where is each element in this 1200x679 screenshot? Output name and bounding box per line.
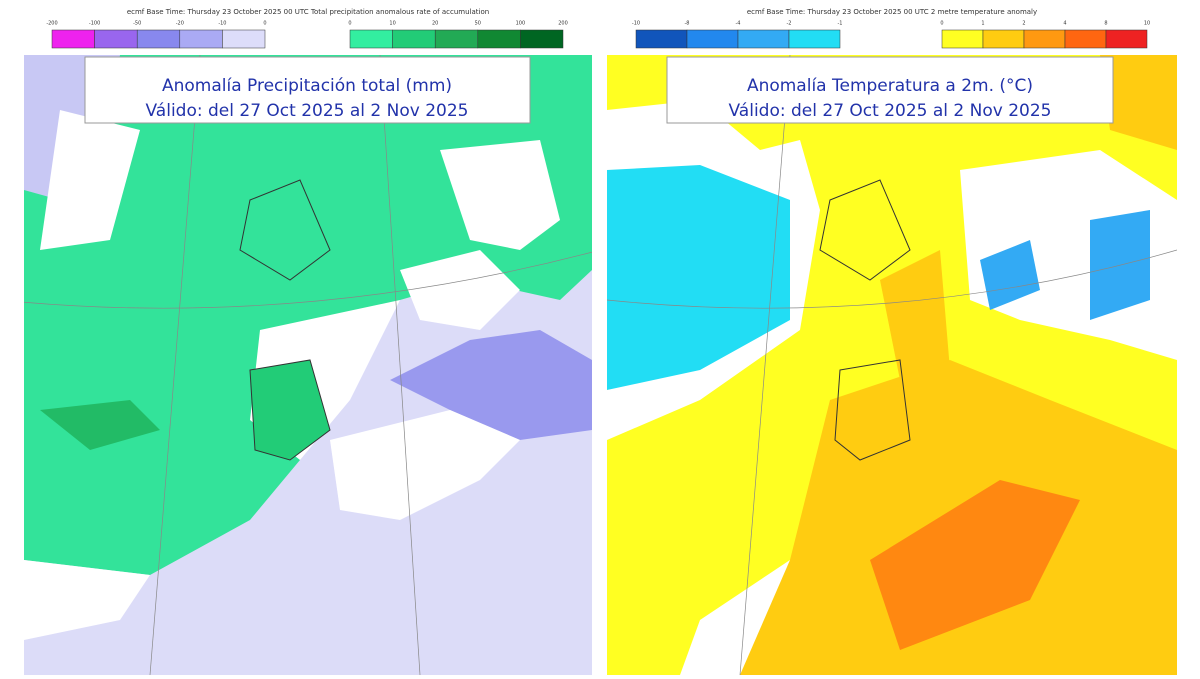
color-swatch	[982, 29, 1025, 49]
header: ecmf Base Time: Thursday 23 October 2025…	[747, 8, 1037, 16]
color-swatch	[392, 29, 436, 49]
color-swatch	[349, 29, 393, 49]
scale-label: -20	[176, 21, 184, 27]
color-swatch	[788, 29, 841, 49]
scale-label: -10	[632, 21, 640, 27]
scale-label: -4	[736, 21, 741, 27]
title-box	[666, 56, 1114, 124]
scale-label: -2	[787, 21, 792, 27]
scale-label: 100	[516, 21, 526, 27]
temperature-map	[607, 55, 1177, 675]
color-swatch	[520, 29, 564, 49]
color-swatch	[477, 29, 521, 49]
scale-label: 50	[475, 21, 481, 27]
scale-label: 10	[1144, 21, 1150, 27]
header: ecmf Base Time: Thursday 23 October 2025…	[127, 8, 489, 16]
map-subtitle: Válido: del 27 Oct 2025 al 2 Nov 2025	[146, 101, 469, 121]
precipitation-map	[24, 55, 592, 675]
scale-label: -100	[89, 21, 100, 27]
scale-label: 0	[348, 21, 351, 27]
color-swatch	[737, 29, 790, 49]
scale-label: 0	[940, 21, 943, 27]
scale-label: 0	[263, 21, 266, 27]
color-swatch	[941, 29, 984, 49]
color-swatch	[136, 29, 181, 49]
color-swatch	[222, 29, 266, 49]
color-swatch	[635, 29, 688, 49]
scale-label: -1	[838, 21, 843, 27]
scale-label: -50	[133, 21, 141, 27]
map-title: Anomalía Precipitación total (mm)	[162, 76, 452, 96]
scale-label: 10	[389, 21, 395, 27]
title-box	[84, 56, 531, 124]
color-swatch	[1064, 29, 1107, 49]
scale-label: -10	[218, 21, 226, 27]
scale-label: 8	[1104, 21, 1107, 27]
scale-label: 4	[1063, 21, 1066, 27]
map-subtitle: Válido: del 27 Oct 2025 al 2 Nov 2025	[729, 101, 1052, 121]
scale-label: 20	[432, 21, 438, 27]
scale-label: 200	[558, 21, 568, 27]
color-swatch	[1023, 29, 1066, 49]
scale-label: 2	[1022, 21, 1025, 27]
color-swatch	[51, 29, 95, 49]
scale-label: -200	[46, 21, 57, 27]
color-swatch	[94, 29, 138, 49]
color-swatch	[434, 29, 479, 49]
scale-label: 1	[981, 21, 984, 27]
color-swatch	[1105, 29, 1148, 49]
scale-label: -8	[685, 21, 690, 27]
color-swatch	[686, 29, 739, 49]
color-swatch	[179, 29, 223, 49]
map-title: Anomalía Temperatura a 2m. (°C)	[747, 76, 1033, 96]
